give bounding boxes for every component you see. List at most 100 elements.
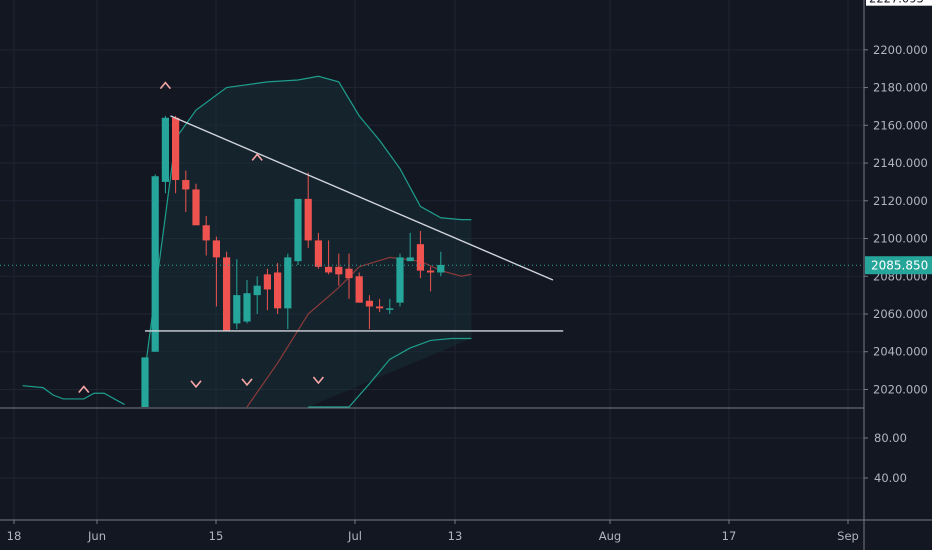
candle-body xyxy=(365,300,373,307)
time-tick-label: 15 xyxy=(209,529,224,543)
candle-body xyxy=(437,264,445,273)
candle xyxy=(263,268,271,311)
candle xyxy=(212,236,220,307)
price-tick-label: 2160.000 xyxy=(873,118,928,132)
candle-body xyxy=(427,270,435,273)
indicator-tick-label: 80.00 xyxy=(874,431,907,445)
candle-body xyxy=(345,268,353,279)
midline xyxy=(246,256,472,408)
top-value-badge xyxy=(866,0,932,6)
candle-body xyxy=(151,176,159,352)
candle xyxy=(172,115,180,194)
candle-body xyxy=(141,357,149,407)
candle xyxy=(274,263,282,314)
price-tick-label: 2040.000 xyxy=(873,345,928,359)
candle-body xyxy=(263,274,271,290)
candle-body xyxy=(182,180,190,190)
candle-body xyxy=(386,308,394,310)
candle xyxy=(314,232,322,269)
candle xyxy=(233,259,241,330)
candle-body xyxy=(233,295,241,324)
candle xyxy=(151,174,159,352)
candle-body xyxy=(192,189,200,226)
candle-body xyxy=(284,257,292,309)
up-arrow-marker xyxy=(78,385,90,393)
trendlines xyxy=(0,115,864,332)
time-tick-label: Aug xyxy=(599,529,621,543)
candle xyxy=(376,298,384,313)
candle xyxy=(223,251,231,331)
candle xyxy=(427,266,435,292)
candle-body xyxy=(202,225,210,241)
lower-band-line xyxy=(308,337,472,408)
price-tick-label: 2120.000 xyxy=(873,194,928,208)
upper-band-line xyxy=(144,75,472,371)
candle-body xyxy=(172,117,180,181)
price-tick-label: 2180.000 xyxy=(873,81,928,95)
candle xyxy=(243,280,251,324)
candle-body xyxy=(304,198,312,241)
candle xyxy=(325,240,333,275)
down-arrow-marker xyxy=(190,380,202,389)
left-band-line xyxy=(22,385,125,406)
candle xyxy=(396,253,404,307)
candle xyxy=(355,272,363,303)
price-tick-label: 2140.000 xyxy=(873,156,928,170)
candle-body xyxy=(161,117,169,182)
trendline xyxy=(170,115,554,281)
current-price-badge xyxy=(865,256,932,275)
time-tick-label: Jun xyxy=(87,529,106,543)
price-tick-label: 2100.000 xyxy=(873,232,928,246)
candle-body xyxy=(406,257,414,262)
candle xyxy=(304,172,312,248)
candle-body xyxy=(314,240,322,267)
down-arrow-marker xyxy=(312,376,325,385)
price-tick-label: 2060.000 xyxy=(873,307,928,321)
candle xyxy=(335,253,343,286)
candle xyxy=(141,357,149,407)
grid xyxy=(0,0,864,520)
candle-body xyxy=(396,257,404,303)
down-arrow-marker xyxy=(241,378,253,387)
candle-body xyxy=(253,285,261,296)
time-tick-label: Sep xyxy=(837,529,859,543)
candle xyxy=(406,232,414,262)
time-tick-label: 17 xyxy=(722,529,737,543)
time-tick-label: Jul xyxy=(347,529,362,543)
candle-body xyxy=(355,276,363,303)
candle xyxy=(345,253,353,299)
candle xyxy=(182,170,190,213)
candle xyxy=(416,230,424,279)
up-arrow-marker xyxy=(251,153,263,161)
top-value-label: 2227.093 xyxy=(869,0,924,6)
price-tick-label: 2200.000 xyxy=(873,43,928,57)
candle xyxy=(365,295,373,330)
indicator-tick-label: 40.00 xyxy=(874,471,907,485)
candle-body xyxy=(376,306,384,309)
candle xyxy=(192,183,200,226)
candle-body xyxy=(243,293,251,322)
current-price-label: 2085.850 xyxy=(871,259,928,273)
candle xyxy=(253,276,261,314)
price-tick-label: 2020.000 xyxy=(873,382,928,396)
signal-markers xyxy=(78,81,325,393)
candle-body xyxy=(223,257,231,331)
candle xyxy=(161,115,169,194)
candle xyxy=(437,251,445,277)
time-tick-label: 13 xyxy=(448,529,463,543)
time-tick-label: 18 xyxy=(7,529,22,543)
candle xyxy=(294,198,302,265)
candle-body xyxy=(274,272,282,309)
candles xyxy=(141,115,445,407)
up-arrow-marker xyxy=(159,81,172,90)
candle xyxy=(386,298,394,314)
candle xyxy=(202,215,210,256)
candle xyxy=(284,253,292,330)
candle-body xyxy=(416,244,424,271)
candle-body xyxy=(294,198,302,262)
candle-body xyxy=(335,266,343,275)
candle-body xyxy=(212,240,220,258)
candle-body xyxy=(325,266,333,273)
